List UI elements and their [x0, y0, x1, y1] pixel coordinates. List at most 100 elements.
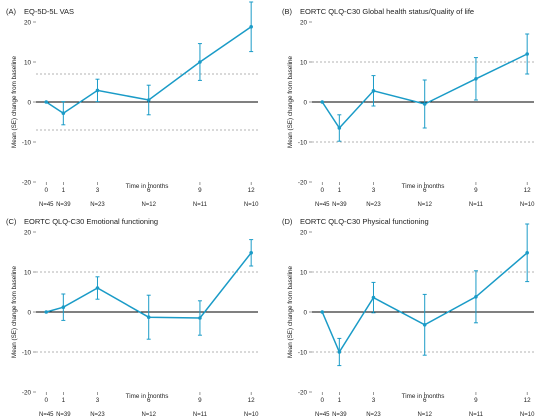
panel-title: EORTC QLQ-C30 Global health status/Quali… [300, 7, 474, 16]
x-tick-label: 6 [423, 397, 427, 404]
x-tick-label: 9 [198, 187, 202, 194]
x-tick-label: 3 [96, 397, 100, 404]
n-count-label: N=10 [244, 202, 259, 208]
y-tick-label: 0 [27, 99, 31, 106]
x-tick-label: 0 [320, 397, 324, 404]
series-line [45, 26, 252, 115]
data-point [61, 111, 66, 115]
data-point [337, 350, 342, 354]
x-tick-label: 12 [524, 397, 532, 404]
data-point [95, 286, 100, 290]
x-tick-label: 0 [320, 187, 324, 194]
y-axis-label: Mean (SE) change from baseline [287, 55, 294, 148]
data-point [337, 126, 342, 130]
data-point [371, 295, 376, 300]
n-count-label: N=10 [244, 412, 259, 418]
data-point [249, 25, 253, 29]
y-tick-label: 20 [24, 19, 32, 26]
n-count-label: N=39 [56, 202, 71, 208]
n-count-label: N=10 [520, 202, 535, 208]
y-tick-label: -10 [298, 139, 308, 146]
x-tick-label: 9 [474, 187, 478, 194]
n-count-label: N=45 [315, 202, 330, 208]
y-tick-label: 0 [303, 309, 307, 316]
chart-panel-2: (C) EORTC QLQ-C30 Emotional functioning 20… [6, 217, 259, 418]
series-line [46, 252, 252, 319]
y-tick-label: -20 [298, 389, 308, 396]
panel-label: (B) [282, 7, 293, 16]
data-point [198, 60, 202, 64]
x-tick-label: 6 [147, 187, 151, 194]
data-point [320, 310, 325, 314]
panel-label: (A) [6, 7, 17, 16]
n-count-label: N=39 [56, 412, 71, 418]
y-tick-label: 10 [300, 269, 308, 276]
data-point [320, 100, 325, 104]
x-tick-label: 0 [44, 397, 48, 404]
x-tick-label: 6 [147, 397, 151, 404]
n-count-label: N=12 [417, 412, 432, 418]
y-tick-label: -10 [22, 139, 32, 146]
series-line [321, 252, 528, 354]
data-point [474, 295, 478, 299]
y-tick-label: 10 [300, 59, 308, 66]
x-tick-label: 0 [44, 187, 48, 194]
x-tick-label: 3 [96, 187, 100, 194]
x-tick-label: 1 [338, 187, 342, 194]
data-point [422, 323, 427, 327]
x-tick-label: 12 [248, 187, 256, 194]
x-axis-label: Time in months [402, 183, 445, 190]
n-count-label: N=12 [417, 202, 432, 208]
x-tick-label: 6 [423, 187, 427, 194]
x-tick-label: 12 [524, 187, 532, 194]
n-count-label: N=23 [90, 202, 105, 208]
n-count-label: N=12 [141, 412, 156, 418]
data-point [146, 98, 151, 102]
x-tick-label: 3 [372, 397, 376, 404]
x-tick-label: 9 [474, 397, 478, 404]
n-count-label: N=39 [332, 412, 347, 418]
data-point [44, 310, 49, 314]
n-count-label: N=11 [469, 202, 484, 208]
n-count-label: N=23 [366, 412, 381, 418]
x-tick-label: 1 [62, 187, 66, 194]
data-point [249, 251, 253, 255]
data-point [44, 100, 49, 104]
x-tick-label: 1 [62, 397, 66, 404]
y-tick-label: -10 [22, 349, 32, 356]
x-tick-label: 12 [248, 397, 256, 404]
x-axis-label: Time in months [126, 183, 169, 190]
x-axis-label: Time in months [402, 393, 445, 400]
panel-label: (D) [282, 217, 293, 226]
y-tick-label: 20 [24, 229, 32, 236]
y-tick-label: -20 [298, 179, 308, 186]
n-count-label: N=12 [141, 202, 156, 208]
panel-title: EQ-5D-5L VAS [24, 7, 74, 16]
n-count-label: N=11 [193, 412, 208, 418]
n-count-label: N=11 [469, 412, 484, 418]
n-count-label: N=23 [90, 412, 105, 418]
y-tick-label: -20 [22, 389, 32, 396]
chart-panel-3: (D) EORTC QLQ-C30 Physical functioning 20 1… [282, 217, 535, 418]
y-tick-label: 0 [27, 309, 31, 316]
y-tick-label: 10 [24, 59, 32, 66]
panel-title: EORTC QLQ-C30 Emotional functioning [24, 217, 158, 226]
n-count-label: N=23 [366, 202, 381, 208]
data-point [474, 77, 478, 81]
chart-panel-1: (B) EORTC QLQ-C30 Global health status/Qu… [282, 7, 535, 208]
data-point [371, 89, 376, 93]
panel-label: (C) [6, 217, 17, 226]
y-tick-label: -20 [22, 179, 32, 186]
series-line [321, 53, 528, 130]
x-tick-label: 3 [372, 187, 376, 194]
x-axis-label: Time in months [126, 393, 169, 400]
n-count-label: N=11 [193, 202, 208, 208]
n-count-label: N=45 [39, 412, 54, 418]
n-count-label: N=45 [315, 412, 330, 418]
data-point [422, 102, 427, 106]
data-point [146, 315, 151, 319]
y-tick-label: 20 [300, 229, 308, 236]
n-count-label: N=45 [39, 202, 54, 208]
data-point [95, 88, 100, 93]
